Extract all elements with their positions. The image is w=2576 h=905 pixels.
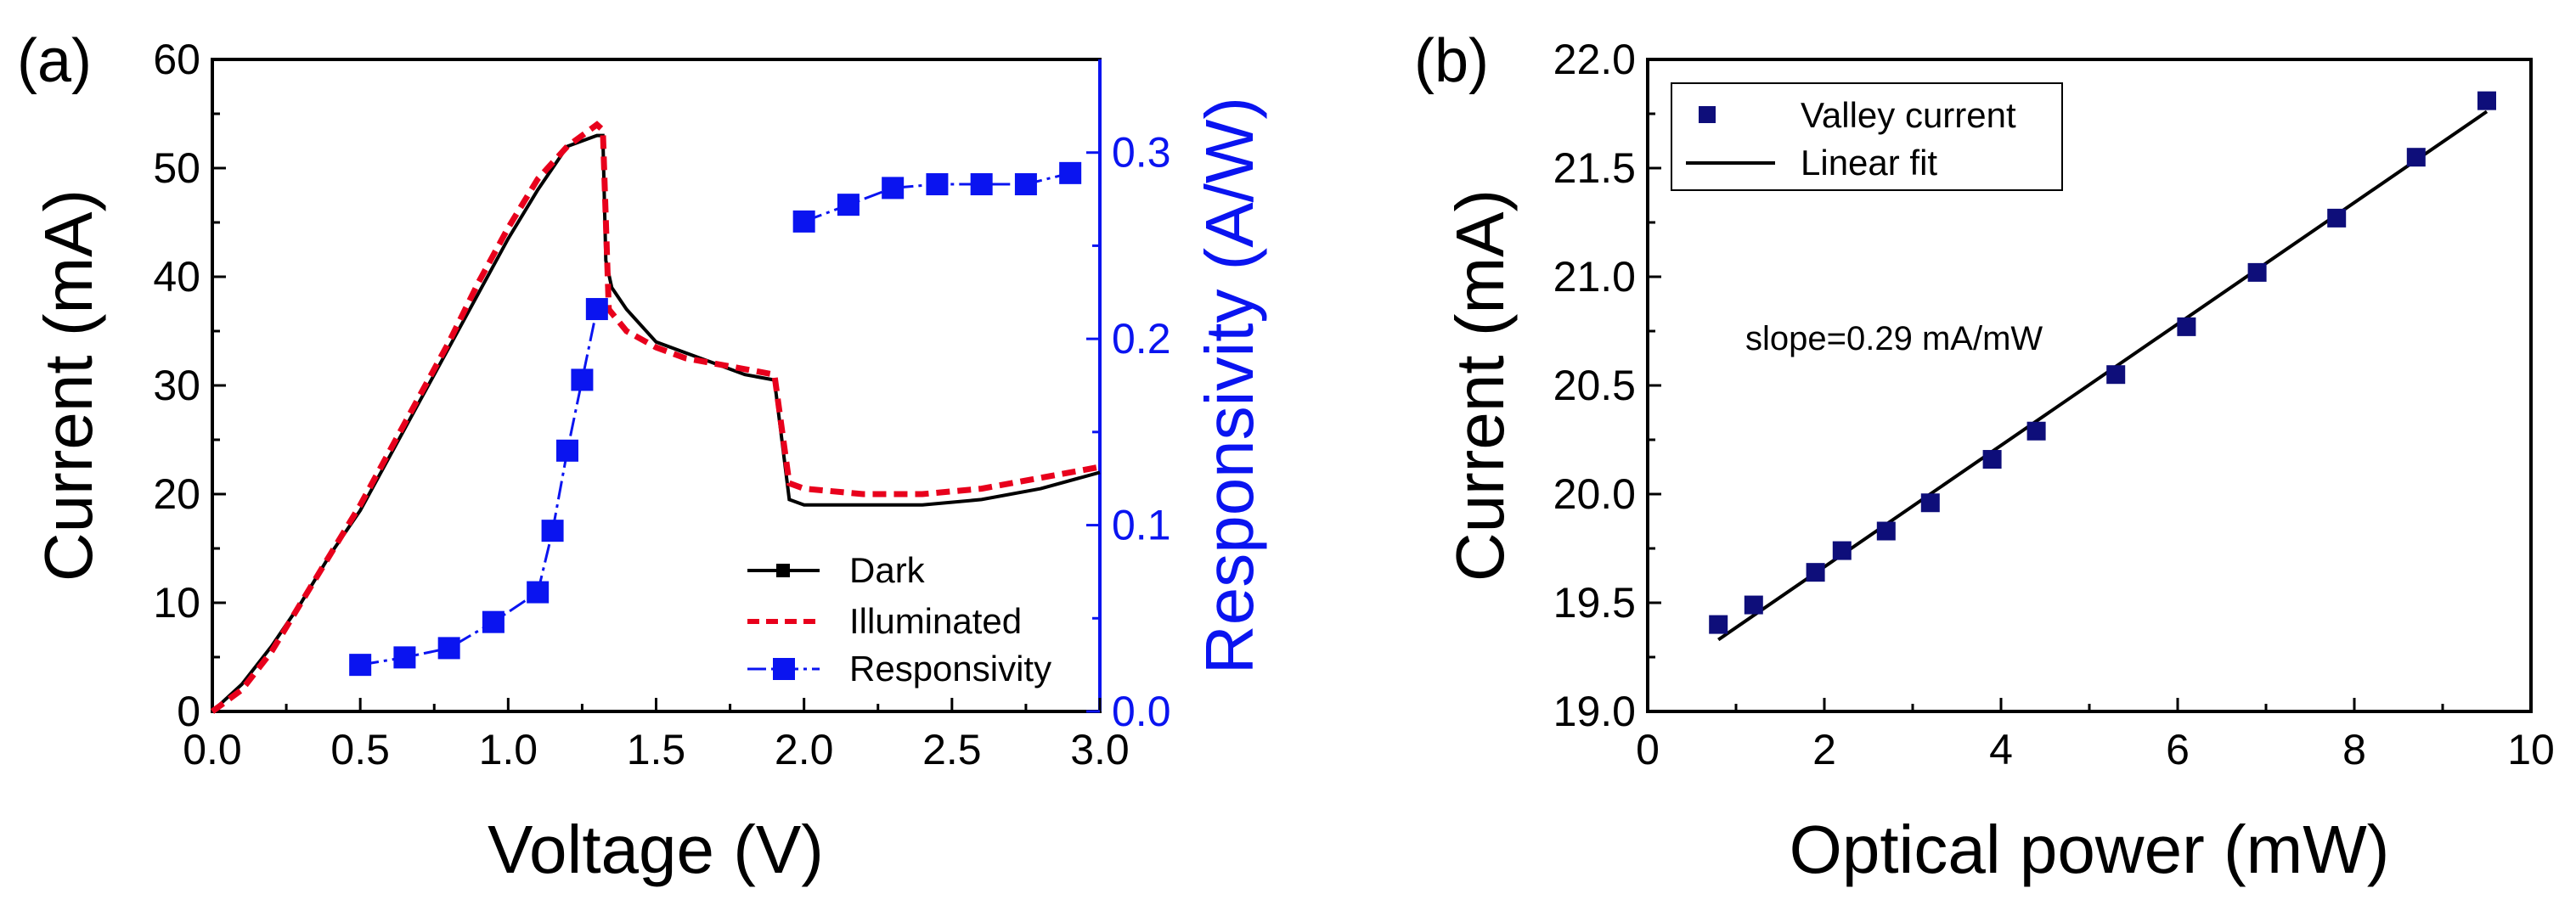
panel-a-y2-axis-label: Responsivity (A/W) (1192, 97, 1267, 674)
valley-current-point (1806, 563, 1825, 582)
responsivity-point (926, 173, 949, 196)
responsivity-point (527, 581, 550, 604)
y-tick-label: 0 (177, 688, 200, 735)
y2-tick-label: 0.1 (1112, 502, 1171, 549)
y-tick-label: 22.0 (1553, 36, 1636, 83)
x-tick-label: 0.0 (183, 726, 242, 773)
y-tick-label: 40 (153, 253, 200, 301)
legend-fit-label: Linear fit (1801, 143, 1937, 183)
y-tick-label: 20.0 (1553, 470, 1636, 518)
valley-current-point (2177, 317, 2196, 336)
series-line-responsivity (359, 308, 599, 666)
responsivity-point (556, 439, 578, 462)
x-tick-label: 1.0 (479, 726, 538, 773)
x-tick-label: 0.5 (330, 726, 390, 773)
legend-dark-marker (776, 564, 790, 577)
valley-current-point (2406, 148, 2426, 167)
valley-current-point (2327, 208, 2347, 228)
legend-valley-marker (1699, 106, 1716, 123)
y-tick-label: 19.0 (1553, 688, 1636, 735)
panel-a-legend: Dark Illuminated Responsivity (747, 550, 1051, 689)
responsivity-point (970, 173, 993, 196)
x-tick-label: 10 (2507, 726, 2555, 773)
x-tick-label: 0 (1636, 726, 1660, 773)
y-tick-label: 30 (153, 362, 200, 409)
x-tick-label: 2.5 (922, 726, 982, 773)
responsivity-point (1059, 161, 1082, 184)
responsivity-point (1014, 173, 1037, 196)
responsivity-point (585, 298, 608, 321)
valley-current-point (2106, 365, 2126, 385)
y-tick-label: 20 (153, 470, 200, 518)
panel-b-annotation: slope=0.29 mA/mW (1745, 320, 2043, 357)
valley-current-point (1832, 541, 1852, 560)
responsivity-point (837, 194, 860, 216)
x-tick-label: 6 (2166, 726, 2190, 773)
valley-current-point (1709, 615, 1728, 634)
responsivity-point (437, 637, 460, 660)
x-tick-label: 8 (2342, 726, 2366, 773)
panel-b-marks (1709, 91, 2496, 634)
responsivity-point (792, 210, 815, 233)
y-tick-label: 20.5 (1553, 362, 1636, 409)
responsivity-point (882, 177, 905, 200)
legend-frame (1671, 82, 2063, 191)
valley-current-point (1744, 595, 1763, 615)
y-tick-label: 10 (153, 579, 200, 627)
valley-current-point (2477, 91, 2496, 110)
y2-tick-label: 0.3 (1112, 129, 1171, 177)
panel-b: (b) 0 2 4 6 8 1019.019.520.020.521.021.522.0 … (1414, 27, 2555, 887)
panel-a: (a) 0.0 0.5 1.0 1.5 2.0 2.5 3.001020304050600.… (17, 27, 1267, 887)
x-tick-label: 1.5 (627, 726, 686, 773)
panel-a-y-axis-label: Current (mA) (31, 189, 106, 582)
legend-responsivity-label: Responsivity (849, 649, 1051, 689)
legend-valley-label: Valley current (1801, 95, 2016, 135)
y2-tick-label: 0.2 (1112, 315, 1171, 363)
x-tick-label: 2.0 (775, 726, 834, 773)
x-tick-label: 4 (1989, 726, 2013, 773)
x-tick-label: 3.0 (1070, 726, 1130, 773)
valley-current-point (1920, 493, 1940, 513)
y2-tick-label: 0.0 (1112, 688, 1171, 735)
panel-a-ticks: 0.0 0.5 1.0 1.5 2.0 2.5 3.0 0 10 20 30 40 50 60 0.0 0.1… (153, 36, 1170, 773)
legend-illuminated-label: Illuminated (849, 601, 1022, 641)
y-tick-label: 21.0 (1553, 253, 1636, 301)
x-tick-label: 2 (1812, 726, 1836, 773)
panel-a-x-axis-label: Voltage (V) (488, 812, 824, 887)
series-line-illuminated (210, 121, 1101, 714)
panel-a-label: (a) (17, 27, 92, 95)
panel-b-y-axis-label: Current (mA) (1442, 189, 1518, 582)
responsivity-point (571, 368, 594, 391)
y-tick-label: 50 (153, 144, 200, 192)
responsivity-point (541, 520, 564, 542)
legend-dark-label: Dark (849, 550, 926, 590)
panel-b-legend: Valley current Linear fit (1671, 82, 2063, 191)
y-tick-label: 60 (153, 36, 200, 83)
legend-responsivity-marker (773, 658, 795, 680)
y-tick-label: 19.5 (1553, 579, 1636, 627)
panel-b-ticks: 0 2 4 6 8 10 19.0 19.5 20.0 20.5 21.0 21.5 22.0 (1553, 36, 2555, 773)
responsivity-point (482, 610, 504, 633)
valley-current-point (1982, 450, 2002, 469)
y-tick-label: 21.5 (1553, 144, 1636, 192)
valley-current-point (2247, 262, 2267, 282)
panel-a-marks (349, 161, 1082, 677)
responsivity-point (393, 646, 416, 669)
panel-b-label: (b) (1414, 27, 1489, 95)
panel-b-x-axis-label: Optical power (mW) (1790, 812, 2390, 887)
responsivity-point (349, 654, 372, 677)
valley-current-point (1876, 521, 1896, 541)
valley-current-point (2026, 421, 2046, 441)
